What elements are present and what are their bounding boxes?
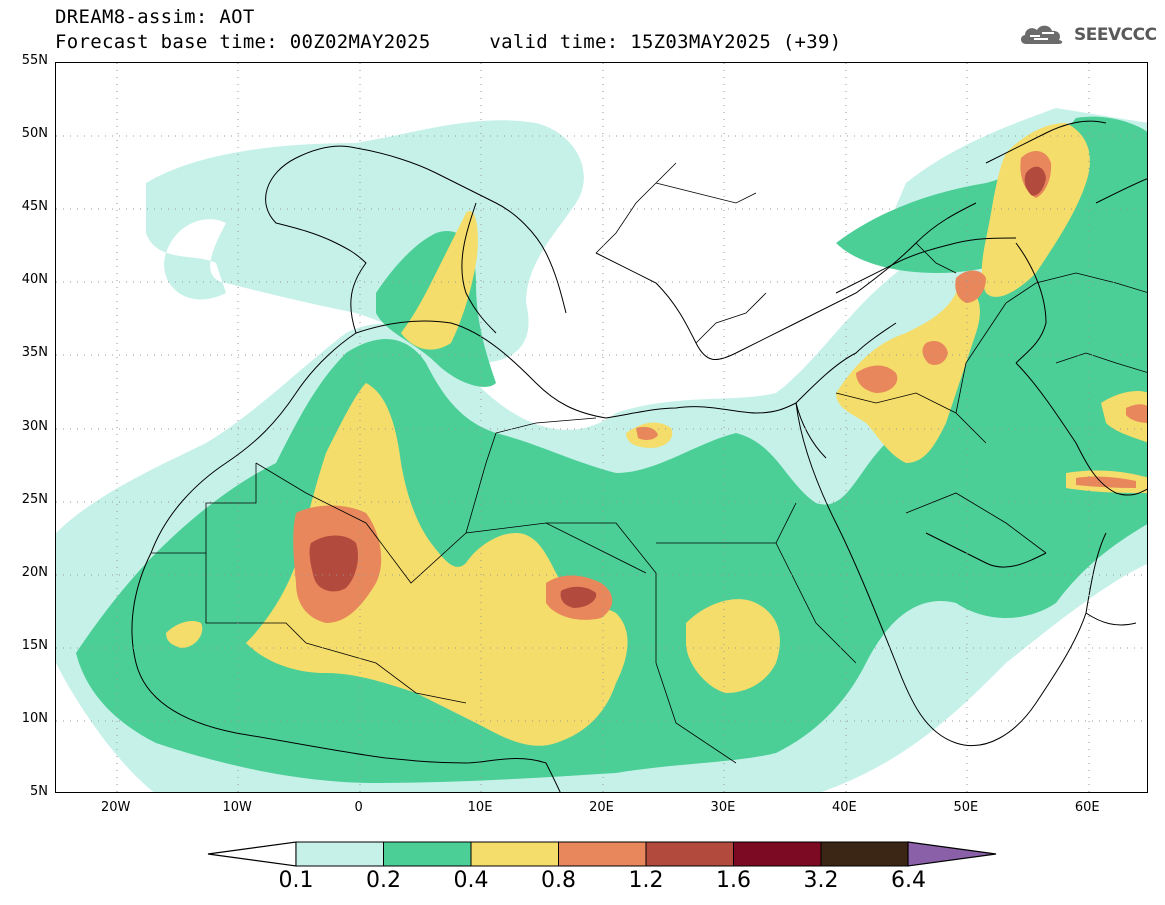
lon-label-30E: 30E <box>710 800 736 815</box>
colorbar-label: 1.2 <box>628 868 664 893</box>
map-title: DREAM8-assim: AOT <box>55 6 255 28</box>
aot-band-0-8 <box>293 151 1147 623</box>
lat-label-15N: 15N <box>21 637 48 653</box>
colorbar-boxes <box>295 841 909 867</box>
colorbar-label: 0.8 <box>541 868 576 893</box>
lat-label-55N: 55N <box>21 53 48 68</box>
colorbar-label: 0.2 <box>366 868 401 893</box>
colorbar-swatch <box>820 841 909 867</box>
forecast-time-line: Forecast base time: 00Z02MAY2025 valid t… <box>55 31 842 53</box>
colorbar-swatch <box>733 841 822 867</box>
colorbar-min-arrow <box>207 841 297 867</box>
colorbar-label: 0.1 <box>278 868 314 893</box>
lon-label-20W: 20W <box>101 800 131 815</box>
lat-label-20N: 20N <box>21 564 48 580</box>
lon-label-0: 0 <box>354 800 363 815</box>
lon-label-10W: 10W <box>222 800 252 815</box>
colorbar-swatch <box>470 841 559 867</box>
lon-label-60E: 60E <box>1074 800 1100 815</box>
colorbar-label: 1.6 <box>716 868 751 893</box>
lat-label-45N: 45N <box>21 199 48 215</box>
aot-band-0-4 <box>166 123 1147 746</box>
lat-label-50N: 50N <box>21 126 48 142</box>
colorbar-label: 6.4 <box>891 868 926 893</box>
lon-label-50E: 50E <box>953 800 979 815</box>
aot-band-1-2 <box>309 166 1046 608</box>
colorbar-max-arrow <box>907 841 997 867</box>
logo-text: SEEVCCC <box>1074 25 1157 45</box>
colorbar-swatch <box>645 841 734 867</box>
colorbar-label: 0.4 <box>453 868 489 893</box>
lat-label-35N: 35N <box>21 345 48 361</box>
lat-label-30N: 30N <box>21 418 48 434</box>
aot-field-svg <box>56 63 1147 792</box>
colorbar-label: 3.2 <box>803 868 839 893</box>
colorbar-swatch <box>558 841 647 867</box>
lat-label-40N: 40N <box>21 272 48 288</box>
lat-label-10N: 10N <box>21 710 48 726</box>
lon-label-40E: 40E <box>831 800 857 815</box>
seevccc-logo: SEEVCCC <box>1018 22 1157 48</box>
lat-label-25N: 25N <box>21 491 48 507</box>
aot-map <box>55 62 1148 793</box>
lat-label-5N: 5N <box>30 784 48 799</box>
colorbar-swatch <box>295 841 384 867</box>
graticule <box>56 63 1147 792</box>
country-borders <box>151 162 1147 764</box>
coastlines <box>131 120 1147 792</box>
cloud-logo-icon <box>1020 25 1063 44</box>
lon-label-20E: 20E <box>589 800 614 815</box>
lon-label-10E: 10E <box>467 800 493 815</box>
colorbar-swatch <box>383 841 472 867</box>
colorbar-svg <box>207 841 997 867</box>
